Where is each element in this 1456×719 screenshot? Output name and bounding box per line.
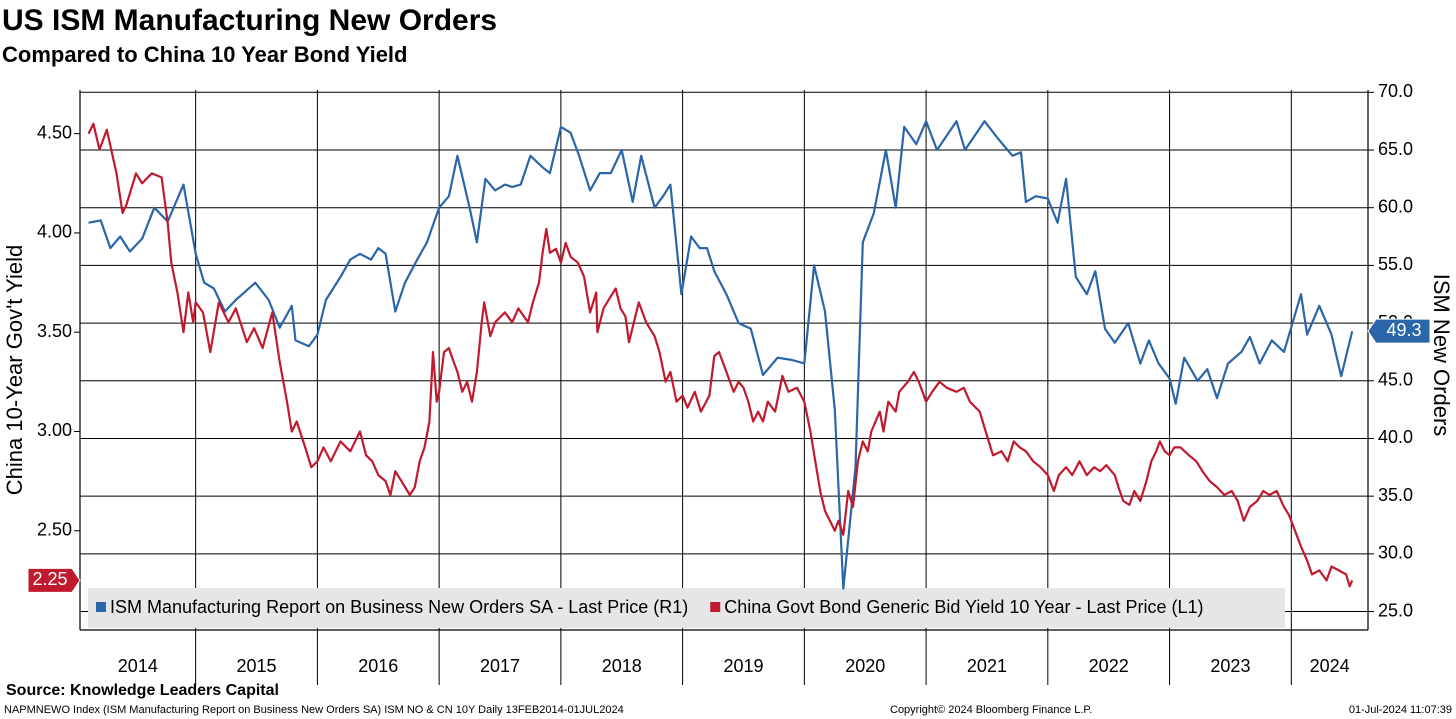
x-tick-label: 2021	[967, 656, 1007, 676]
x-tick-label: 2015	[236, 656, 276, 676]
x-tick-label: 2017	[480, 656, 520, 676]
last-value-label: 49.3	[1386, 320, 1421, 340]
x-tick-label: 2020	[845, 656, 885, 676]
y2-tick-label: 30.0	[1378, 543, 1413, 563]
y2-axis-title: ISM New Orders	[1429, 274, 1454, 437]
series-line	[88, 120, 1354, 590]
x-tick-label: 2016	[358, 656, 398, 676]
x-tick-label: 2023	[1210, 656, 1250, 676]
y-tick-label: 4.50	[37, 122, 72, 142]
series-line	[87, 122, 1354, 588]
x-tick-label: 2019	[723, 656, 763, 676]
footer-center: Copyright© 2024 Bloomberg Finance L.P.	[890, 704, 1092, 716]
y2-tick-label: 25.0	[1378, 600, 1413, 620]
x-tick-label: 2014	[118, 656, 158, 676]
x-tick-label: 2018	[602, 656, 642, 676]
last-value-tag	[27, 567, 81, 593]
y2-tick-label: 40.0	[1378, 427, 1413, 447]
source: Source: Knowledge Leaders Capital	[6, 682, 279, 699]
y2-tick-label: 35.0	[1378, 485, 1413, 505]
chart-subtitle: Compared to China 10 Year Bond Yield	[2, 42, 407, 67]
legend-swatch	[710, 602, 721, 612]
legend-label: ISM Manufacturing Report on Business New…	[110, 597, 688, 617]
y-tick-label: 3.50	[37, 321, 72, 341]
y-axis-title: China 10-Year Gov't Yield	[2, 245, 27, 495]
legend-swatch	[96, 602, 106, 612]
y2-tick-label: 45.0	[1378, 370, 1413, 390]
legend-box	[88, 588, 1285, 628]
y-tick-label: 2.50	[37, 519, 72, 539]
y2-tick-label: 65.0	[1378, 139, 1413, 159]
last-value-label: 2.25	[32, 569, 67, 589]
y-tick-label: 4.00	[37, 222, 72, 242]
y2-tick-label: 60.0	[1378, 196, 1413, 216]
y-tick-label: 3.00	[37, 420, 72, 440]
legend-label: China Govt Bond Generic Bid Yield 10 Yea…	[724, 597, 1203, 617]
legend: ISM Manufacturing Report on Business New…	[88, 588, 1285, 628]
x-tick-label: 2022	[1089, 656, 1129, 676]
footer-left: NAPMNEWO Index (ISM Manufacturing Report…	[4, 704, 624, 716]
footer-right: 01-Jul-2024 11:07:39	[1349, 704, 1452, 716]
x-tick-label: 2024	[1310, 656, 1350, 676]
y2-tick-label: 70.0	[1378, 81, 1413, 101]
y2-tick-label: 55.0	[1378, 254, 1413, 274]
last-value-tag	[1367, 318, 1431, 344]
chart-title: US ISM Manufacturing New Orders	[2, 4, 497, 37]
